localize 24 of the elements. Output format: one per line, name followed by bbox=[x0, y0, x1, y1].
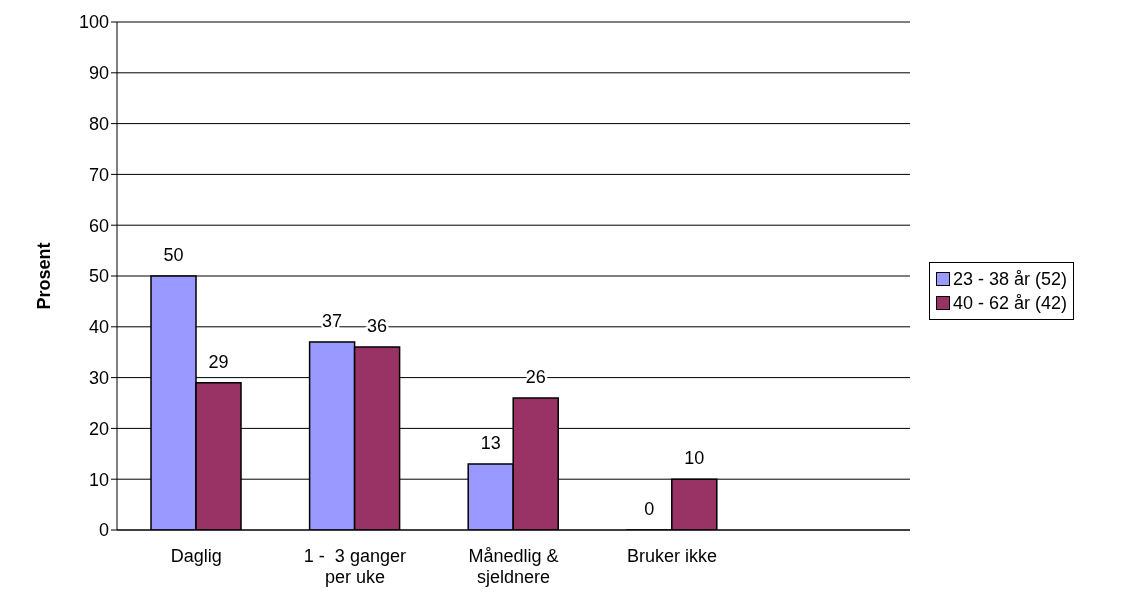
data-label: 0 bbox=[644, 498, 655, 519]
legend-label: 23 - 38 år (52) bbox=[952, 268, 1068, 291]
y-tick-label: 70 bbox=[88, 164, 109, 185]
data-label: 50 bbox=[163, 245, 184, 265]
y-tick-label: 100 bbox=[78, 12, 109, 33]
y-tick-label: 60 bbox=[88, 215, 109, 236]
y-tick-label: 10 bbox=[88, 469, 109, 490]
x-tick-label: Bruker ikke bbox=[627, 546, 718, 567]
y-tick-label: 30 bbox=[88, 367, 109, 388]
y-tick-label: 40 bbox=[88, 317, 109, 338]
y-tick-label: 0 bbox=[98, 520, 109, 541]
y-axis-title: Prosent bbox=[34, 242, 55, 310]
data-label: 10 bbox=[684, 448, 705, 469]
x-tick-label: Månedlig & sjeldnere bbox=[468, 546, 559, 587]
x-tick-label: Daglig bbox=[170, 546, 222, 567]
x-tick-label: 1 - 3 ganger per uke bbox=[303, 546, 406, 587]
legend-label: 40 - 62 år (42) bbox=[952, 292, 1068, 315]
y-tick-label: 50 bbox=[88, 266, 109, 287]
y-tick-label: 80 bbox=[88, 113, 109, 134]
y-tick-label: 90 bbox=[88, 63, 109, 84]
data-label: 37 bbox=[322, 311, 343, 332]
data-label: 29 bbox=[208, 351, 229, 372]
data-label: 13 bbox=[480, 432, 501, 453]
y-tick-label: 20 bbox=[88, 418, 109, 439]
